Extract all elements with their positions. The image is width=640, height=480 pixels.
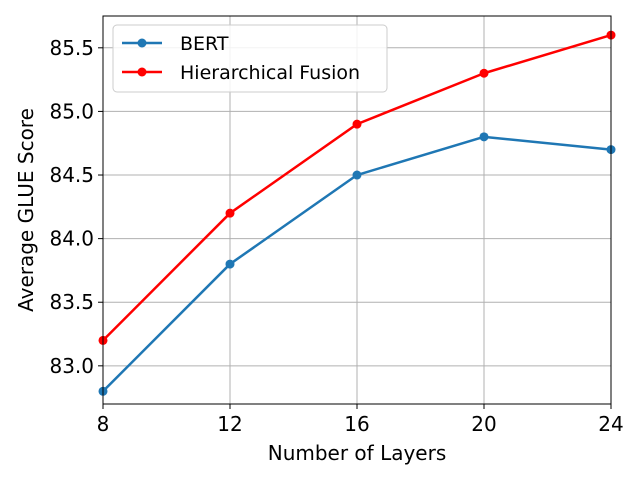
legend-swatch-marker (137, 38, 147, 48)
data-point (479, 68, 489, 78)
data-point (225, 259, 235, 269)
legend-label: BERT (180, 33, 229, 55)
y-tick-label: 85.0 (49, 99, 94, 123)
legend-swatch-marker (137, 67, 147, 77)
y-tick-label: 83.0 (49, 354, 94, 378)
legend-label: Hierarchical Fusion (180, 62, 360, 84)
legend: BERT Hierarchical Fusion (112, 24, 388, 93)
y-tick-label: 84.0 (49, 227, 94, 251)
legend-box (112, 24, 388, 93)
data-point (225, 208, 235, 218)
x-tick-label: 20 (471, 412, 496, 436)
x-tick-label: 12 (217, 412, 242, 436)
x-tick-label: 16 (344, 412, 369, 436)
x-axis-label: Number of Layers (268, 441, 447, 465)
data-point (479, 132, 489, 142)
y-axis-label: Average GLUE Score (14, 108, 38, 312)
y-tick-label: 84.5 (49, 163, 94, 187)
y-tick-label: 83.5 (49, 290, 94, 314)
x-tick-label: 24 (598, 412, 623, 436)
data-point (352, 170, 362, 180)
y-tick-label: 85.5 (49, 36, 94, 60)
data-point (352, 119, 362, 129)
tick-group: 8 12 16 20 24 83.0 83.5 84.0 84.5 85.0 85.5 (49, 36, 623, 436)
x-tick-label: 8 (97, 412, 110, 436)
